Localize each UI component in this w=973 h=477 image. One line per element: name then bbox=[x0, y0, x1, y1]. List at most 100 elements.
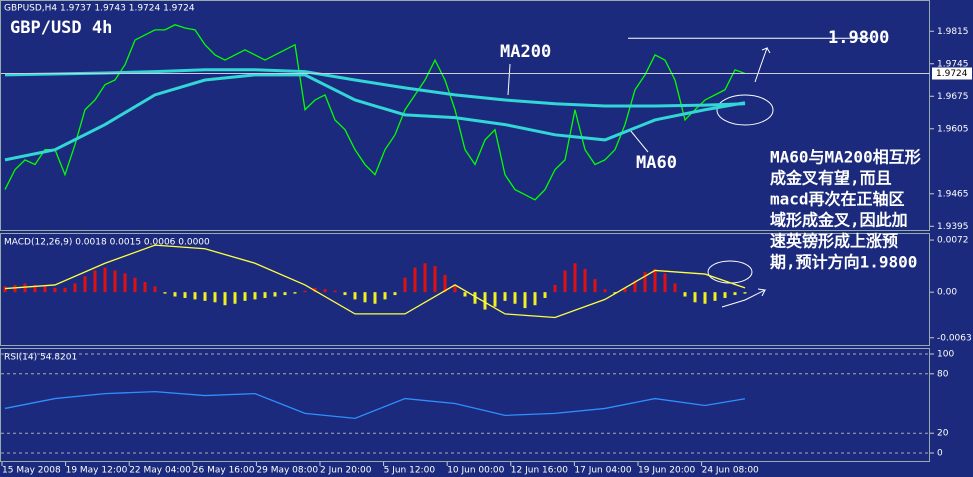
macd-bar bbox=[713, 292, 717, 301]
macd-bar bbox=[93, 270, 97, 293]
macd-bar bbox=[3, 286, 7, 293]
macd-bar bbox=[503, 292, 507, 301]
macd-bar bbox=[743, 292, 747, 294]
macd-bar bbox=[103, 267, 107, 293]
y-tick-label: 1.9465 bbox=[937, 189, 969, 199]
comment-line: MA60与MA200相互形 bbox=[770, 148, 921, 167]
macd-pane bbox=[0, 233, 930, 346]
macd-bar bbox=[223, 292, 227, 306]
y-tick-label: 0.00 bbox=[937, 288, 957, 298]
x-tick-label: 26 May 16:00 bbox=[193, 466, 255, 476]
comment-line: macd再次在正轴区 bbox=[770, 190, 905, 209]
y-tick-label: 1.9395 bbox=[937, 222, 969, 232]
macd-bar bbox=[603, 289, 607, 293]
x-tick-label: 24 Jun 08:00 bbox=[702, 466, 759, 476]
comment-line: 成金叉有望,而且 bbox=[770, 169, 892, 188]
macd-bar bbox=[243, 292, 247, 301]
macd-bar bbox=[263, 292, 267, 298]
macd-bar bbox=[13, 284, 17, 293]
target-label: 1.9800 bbox=[828, 28, 889, 48]
macd-bar bbox=[623, 287, 627, 293]
series-line bbox=[4, 73, 746, 162]
macd-bar bbox=[673, 283, 677, 293]
price-pane bbox=[0, 0, 930, 231]
macd-bar bbox=[43, 286, 47, 293]
macd-bar bbox=[183, 292, 187, 298]
macd-bar bbox=[413, 267, 417, 293]
macd-bar bbox=[73, 283, 77, 293]
x-tick-label: 15 May 2008 bbox=[2, 466, 61, 476]
macd-bar bbox=[173, 292, 177, 297]
last-price-label: 1.9724 bbox=[936, 69, 968, 79]
y-tick-label: 1.9605 bbox=[937, 124, 969, 134]
macd-bar bbox=[273, 292, 277, 297]
y-tick-label: 1.9675 bbox=[937, 92, 969, 102]
macd-bar bbox=[163, 292, 167, 294]
pair-label: GBP/USD 4h bbox=[10, 18, 112, 38]
x-tick-label: 10 Jun 00:00 bbox=[447, 466, 504, 476]
macd-bar bbox=[213, 292, 217, 303]
macd-bar bbox=[323, 289, 327, 293]
macd-bar bbox=[343, 292, 347, 296]
series-line bbox=[4, 390, 746, 420]
macd-bar bbox=[553, 284, 557, 293]
y-tick-label: -0.0063 bbox=[937, 333, 972, 343]
ma200-label: MA200 bbox=[500, 42, 551, 62]
y-tick-label: 1.9815 bbox=[937, 27, 969, 37]
y-tick-label: 1.9745 bbox=[937, 59, 969, 69]
macd-bar bbox=[33, 284, 37, 293]
macd-bar bbox=[453, 284, 457, 293]
macd-bar bbox=[193, 292, 197, 300]
macd-bar bbox=[573, 263, 577, 293]
macd-bar bbox=[583, 269, 587, 293]
macd-bar bbox=[133, 277, 137, 293]
macd-bar bbox=[203, 292, 207, 301]
macd-bar bbox=[543, 292, 547, 298]
macd-bar bbox=[63, 287, 67, 293]
macd-bar bbox=[53, 287, 57, 293]
macd-bar bbox=[483, 292, 487, 310]
x-tick-label: 19 Jun 20:00 bbox=[638, 466, 695, 476]
macd-bar bbox=[473, 292, 477, 304]
up-arrow bbox=[754, 47, 771, 83]
macd-bar bbox=[373, 292, 377, 304]
macd-bar bbox=[403, 277, 407, 293]
macd-bar bbox=[83, 276, 87, 293]
macd-bar bbox=[443, 274, 447, 293]
macd-bar bbox=[463, 292, 467, 297]
y-tick-label: 100 bbox=[937, 350, 954, 360]
macd-bar bbox=[633, 280, 637, 293]
macd-bar bbox=[143, 282, 147, 293]
macd-bar bbox=[383, 292, 387, 300]
macd-bar bbox=[253, 292, 257, 300]
macd-bar bbox=[433, 266, 437, 293]
macd-bar bbox=[653, 269, 657, 293]
macd-bar bbox=[123, 273, 127, 293]
series-line bbox=[4, 244, 746, 319]
x-tick-label: 5 Jun 12:00 bbox=[384, 466, 436, 476]
macd-arrow bbox=[721, 288, 767, 308]
macd-header: MACD(12,26,9) 0.0018 0.0015 0.0006 0.000… bbox=[4, 238, 210, 248]
macd-bar bbox=[723, 292, 727, 298]
x-tick-label: 2 Jun 20:00 bbox=[320, 466, 372, 476]
x-tick-label: 12 Jun 16:00 bbox=[511, 466, 568, 476]
macd-bar bbox=[563, 270, 567, 293]
comment-line: 期,预计方向1.9800 bbox=[770, 253, 917, 272]
macd-bar bbox=[663, 273, 667, 293]
comment-line: 域形成金叉,因此加 bbox=[770, 211, 908, 230]
macd-bar bbox=[683, 292, 687, 297]
y-tick-label: 80 bbox=[937, 369, 949, 379]
series-line bbox=[4, 68, 746, 108]
macd-bar bbox=[423, 263, 427, 293]
macd-circle bbox=[707, 260, 753, 284]
x-tick-label: 22 May 04:00 bbox=[129, 466, 191, 476]
ma60-pointer bbox=[629, 129, 649, 153]
macd-bar bbox=[593, 279, 597, 293]
y-tick-label: 0.0072 bbox=[937, 236, 969, 246]
rsi-pane bbox=[0, 348, 930, 462]
comment-line: 速英镑形成上涨预 bbox=[770, 232, 898, 251]
x-tick-label: 19 May 12:00 bbox=[66, 466, 128, 476]
series-line bbox=[4, 24, 746, 201]
